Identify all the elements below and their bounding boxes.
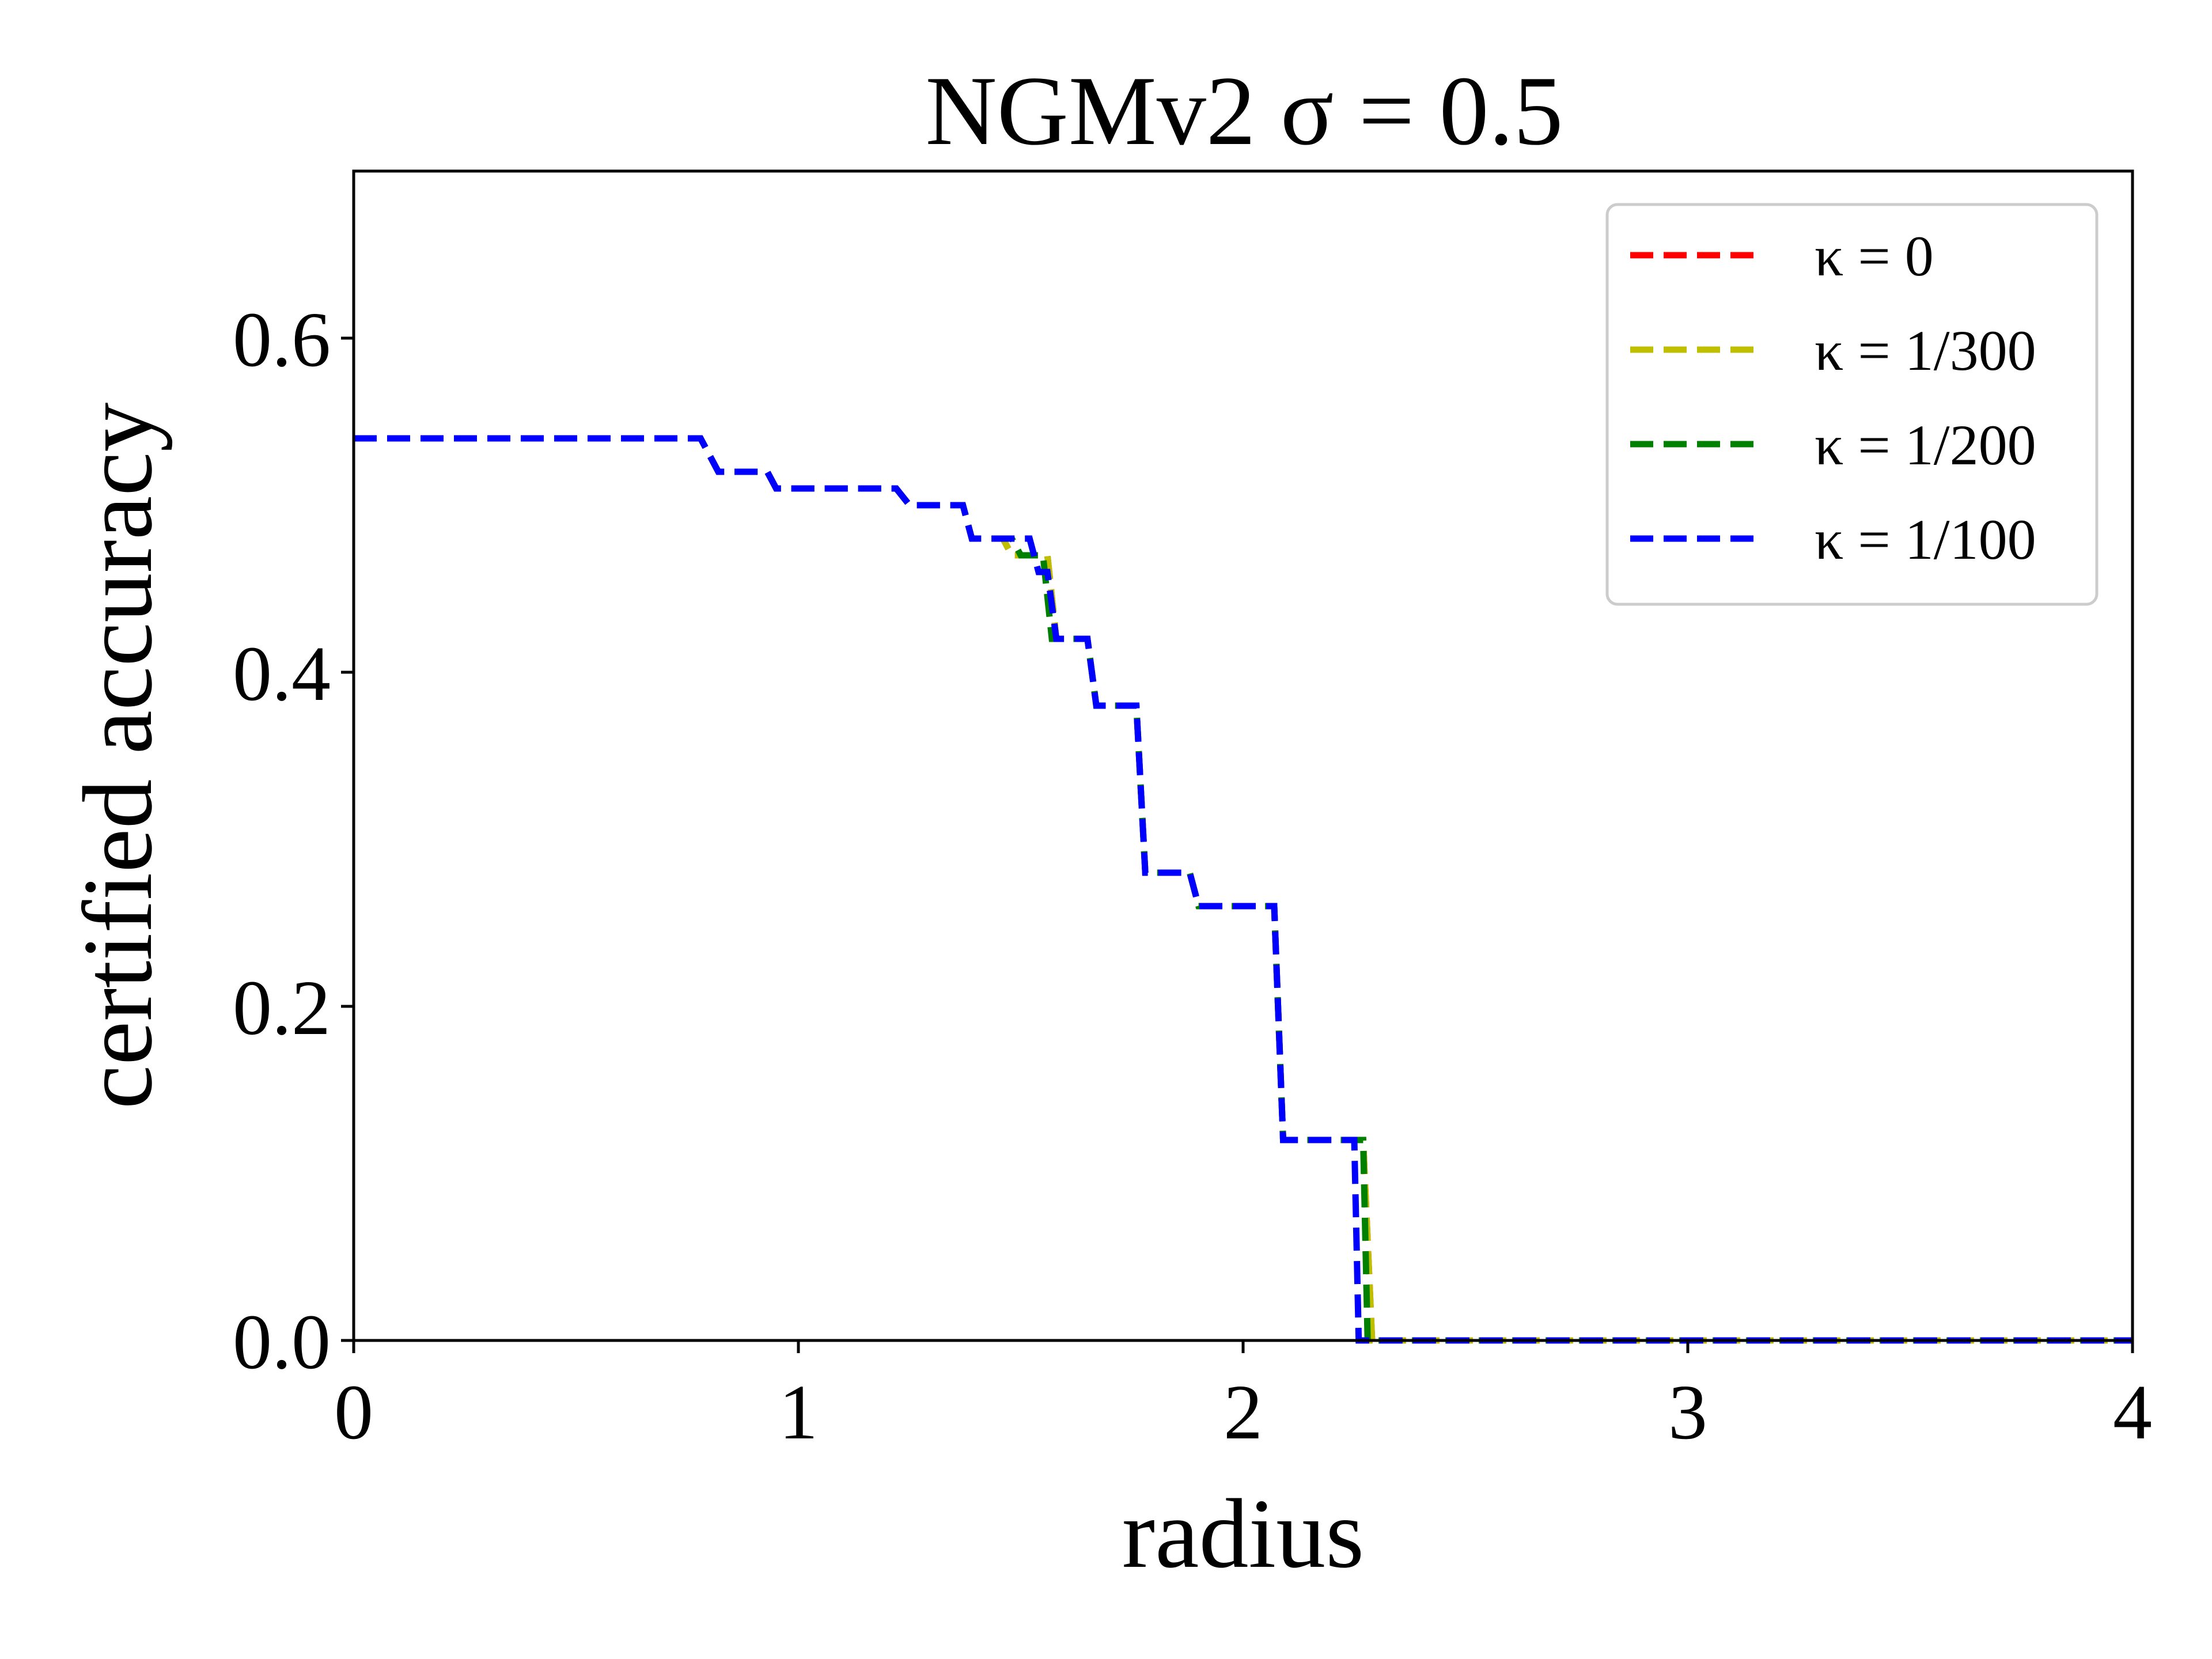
y-axis-title: certified accuracy	[63, 403, 173, 1109]
legend-label-3: κ = 1/100	[1815, 507, 2036, 571]
y-tick-label: 0.4	[233, 631, 331, 717]
x-axis-title: radius	[1122, 1479, 1364, 1589]
y-tick-label: 0.0	[233, 1299, 331, 1385]
series-line-3	[354, 435, 2133, 1344]
plot-frame	[352, 169, 2134, 1342]
x-tick-label: 0	[334, 1369, 373, 1456]
x-tick-label: 1	[779, 1369, 818, 1456]
y-tick-label: 0.6	[233, 297, 331, 383]
series-layer	[354, 435, 2133, 1344]
chart-title: NGMv2 σ = 0.5	[925, 56, 1563, 166]
legend-label-2: κ = 1/200	[1815, 413, 2036, 477]
legend: κ = 0 κ = 1/300 κ = 1/200 κ = 1/100	[1605, 203, 2099, 606]
legend-box	[1605, 203, 2099, 606]
x-tick-label: 4	[2113, 1369, 2152, 1456]
x-tick-label: 3	[1668, 1369, 1707, 1456]
x-tick-label: 2	[1224, 1369, 1263, 1456]
y-tick-label: 0.2	[233, 965, 331, 1051]
ticks-layer: 0 1 2 3 4 0.0 0.2 0.4 0.6	[233, 297, 2152, 1456]
legend-label-0: κ = 0	[1815, 224, 1934, 288]
legend-label-1: κ = 1/300	[1815, 319, 2036, 382]
